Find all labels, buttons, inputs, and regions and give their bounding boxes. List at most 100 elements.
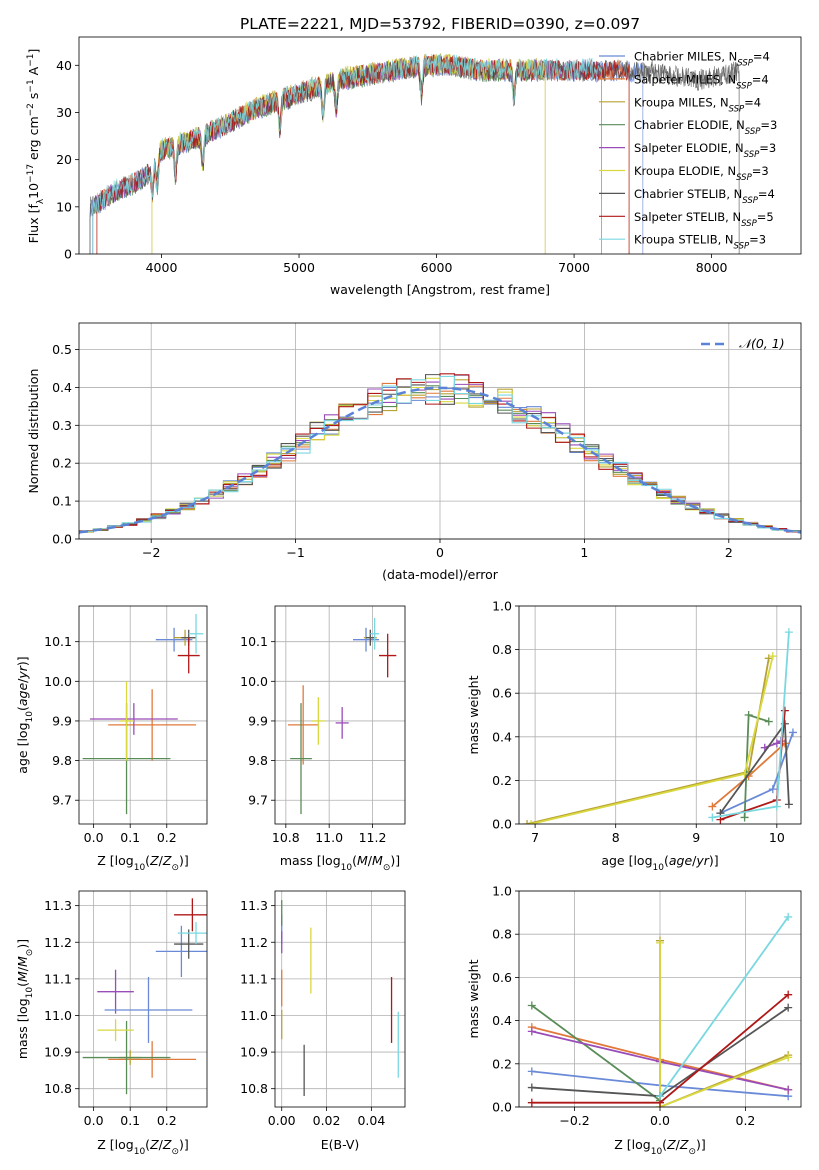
y-tick-label: 11.3 — [240, 898, 268, 913]
weight-age-point — [784, 628, 793, 637]
x-tick-label: 9 — [692, 830, 700, 845]
age_vs_mass-errorbar-4 — [335, 707, 349, 739]
y-tick-label: 0.0 — [52, 532, 72, 547]
y-tick-label: 10.8 — [240, 1081, 268, 1096]
weight-Z-point — [527, 1001, 536, 1010]
plot-area — [89, 53, 740, 254]
y-tick-label: 10.1 — [240, 634, 268, 649]
y-tick-label: 10.0 — [240, 674, 268, 689]
y-axis-label: Normed distribution — [26, 369, 41, 494]
weight-Z-point — [784, 990, 793, 999]
age_vs_Z-errorbar-0 — [155, 627, 193, 652]
weight-age-point — [744, 711, 753, 719]
panel-weight_vs_Z: −0.2 0.0 0.2 0.0 0.2 0.4 0.6 0.8 1.0 Z [log10(Z/Z… — [466, 884, 802, 1157]
axes-frame — [274, 890, 406, 1108]
weight-Z-point — [656, 1092, 664, 1101]
x-tick-label: 0.1 — [120, 830, 140, 845]
y-tick-label: 0.2 — [492, 773, 512, 788]
mass_vs_Z-errorbar-5 — [97, 1019, 134, 1042]
plot-area — [523, 628, 797, 824]
legend-label-6: Chabrier STELIB, NSSP=4 — [634, 187, 775, 206]
panel-mass_vs_Z: 0.0 0.1 0.2 10.8 10.9 11.0 11.1 11.2 11.3 Z [log1… — [15, 890, 208, 1157]
x-tick-label: 6000 — [421, 260, 453, 275]
weight-age-point — [764, 717, 773, 726]
y-tick-label: 1.0 — [492, 599, 512, 614]
panel-mass_vs_EBV: 0.00 0.02 0.04 10.8 10.9 11.0 11.1 11.2 11.3 E(B-… — [240, 890, 406, 1152]
y-axis-label: Flux [fλ10−17 erg cm−2 s−1 A−1] — [26, 49, 46, 244]
y-tick-label: 9.9 — [52, 713, 72, 728]
y-axis-label: mass weight — [466, 675, 481, 754]
y-tick-label: 9.9 — [248, 713, 268, 728]
weight-age-line-8 — [712, 632, 790, 819]
y-tick-label: 0.6 — [492, 970, 512, 985]
y-tick-label: 1.0 — [492, 884, 512, 899]
weight-Z-point — [784, 1085, 793, 1094]
y-tick-label: 0.0 — [492, 817, 512, 832]
plot-area — [82, 613, 204, 815]
legend-label-5: Kroupa ELODIE, NSSP=3 — [634, 164, 769, 183]
weight-age-point — [740, 769, 749, 778]
x-tick-label: 0.2 — [157, 830, 177, 845]
gaussian-reference — [79, 386, 801, 534]
x-tick-label: 0.2 — [157, 1113, 177, 1128]
weight-age-line-2 — [526, 658, 770, 824]
y-tick-label: 0.4 — [492, 1013, 512, 1028]
y-tick-label: 0.4 — [52, 380, 72, 395]
legend-label-2: Kroupa MILES, NSSP=4 — [634, 95, 761, 114]
age_vs_Z-errorbar-4 — [89, 703, 178, 735]
y-tick-label: 0.8 — [492, 927, 512, 942]
legend-label-0: Chabrier MILES, NSSP=4 — [634, 50, 770, 69]
weight-age-point — [780, 706, 789, 715]
chart-panels: 4000 5000 6000 7000 8000010203040wavelength … — [15, 36, 802, 1157]
axes-frame — [274, 605, 406, 825]
plot-area — [79, 373, 801, 535]
axes-frame — [78, 322, 802, 540]
weight-age-point — [708, 802, 717, 811]
x-tick-label: 0.02 — [313, 1113, 341, 1128]
panel-residuals: −2 −1 0 1 2 0.0 0.1 0.2 0.3 0.4 0.5 (data-model)/er… — [26, 322, 802, 582]
legend-label-4: Salpeter ELODIE, NSSP=3 — [634, 141, 776, 160]
axes-frame — [78, 605, 208, 825]
y-tick-label: 11.0 — [44, 1008, 72, 1023]
axes-frame — [78, 890, 208, 1108]
weight-age-point — [527, 820, 536, 824]
weight-age-line-7 — [720, 710, 786, 821]
weight-age-point — [788, 728, 797, 737]
weight-age-point — [523, 820, 532, 824]
y-tick-label: 0.0 — [492, 1100, 512, 1115]
legend-label-1: Salpeter MILES, NSSP=4 — [634, 72, 769, 91]
x-tick-label: −2 — [142, 545, 160, 560]
mass_vs_Z-errorbar-4 — [97, 969, 134, 1014]
age_vs_mass-errorbar-6 — [366, 629, 375, 646]
plot-area — [82, 898, 207, 1095]
age_vs_Z-errorbar-5 — [119, 681, 134, 761]
y-tick-label: 30 — [56, 105, 72, 120]
axes-frame — [518, 890, 802, 1108]
x-tick-label: 0.2 — [736, 1113, 756, 1128]
mass_vs_Z-errorbar-0 — [155, 925, 207, 978]
x-axis-label: Z [log10(Z/Z⊙)] — [614, 1137, 706, 1157]
mass_vs_Z-errorbar-9 — [104, 977, 193, 1043]
x-axis-label: mass [log10(M/M⊙)] — [280, 853, 400, 873]
mass_vs_Z-errorbar-1 — [108, 1041, 197, 1078]
y-tick-label: 10.1 — [44, 634, 72, 649]
mass_vs_Z-errorbar-6 — [174, 929, 204, 959]
weight-Z-line-5 — [659, 942, 789, 1107]
x-tick-label: 4000 — [146, 260, 178, 275]
x-tick-label: 10.8 — [272, 830, 300, 845]
y-tick-label: 11.1 — [44, 971, 72, 986]
y-tick-label: 0.3 — [52, 418, 72, 433]
age_vs_mass-errorbar-8 — [370, 617, 379, 650]
weight-age-point — [772, 739, 781, 748]
weight-Z-point — [527, 1083, 536, 1092]
age_vs_mass-errorbar-5 — [311, 697, 325, 745]
axes-frame — [518, 605, 802, 825]
weight-Z-line-8 — [659, 916, 789, 1097]
y-tick-label: 0.2 — [52, 456, 72, 471]
y-tick-label: 11.1 — [240, 971, 268, 986]
y-tick-label: 11.2 — [44, 935, 72, 950]
plot-area — [288, 617, 397, 815]
x-tick-label: 11.0 — [315, 830, 343, 845]
x-tick-label: 0.0 — [84, 1113, 104, 1128]
